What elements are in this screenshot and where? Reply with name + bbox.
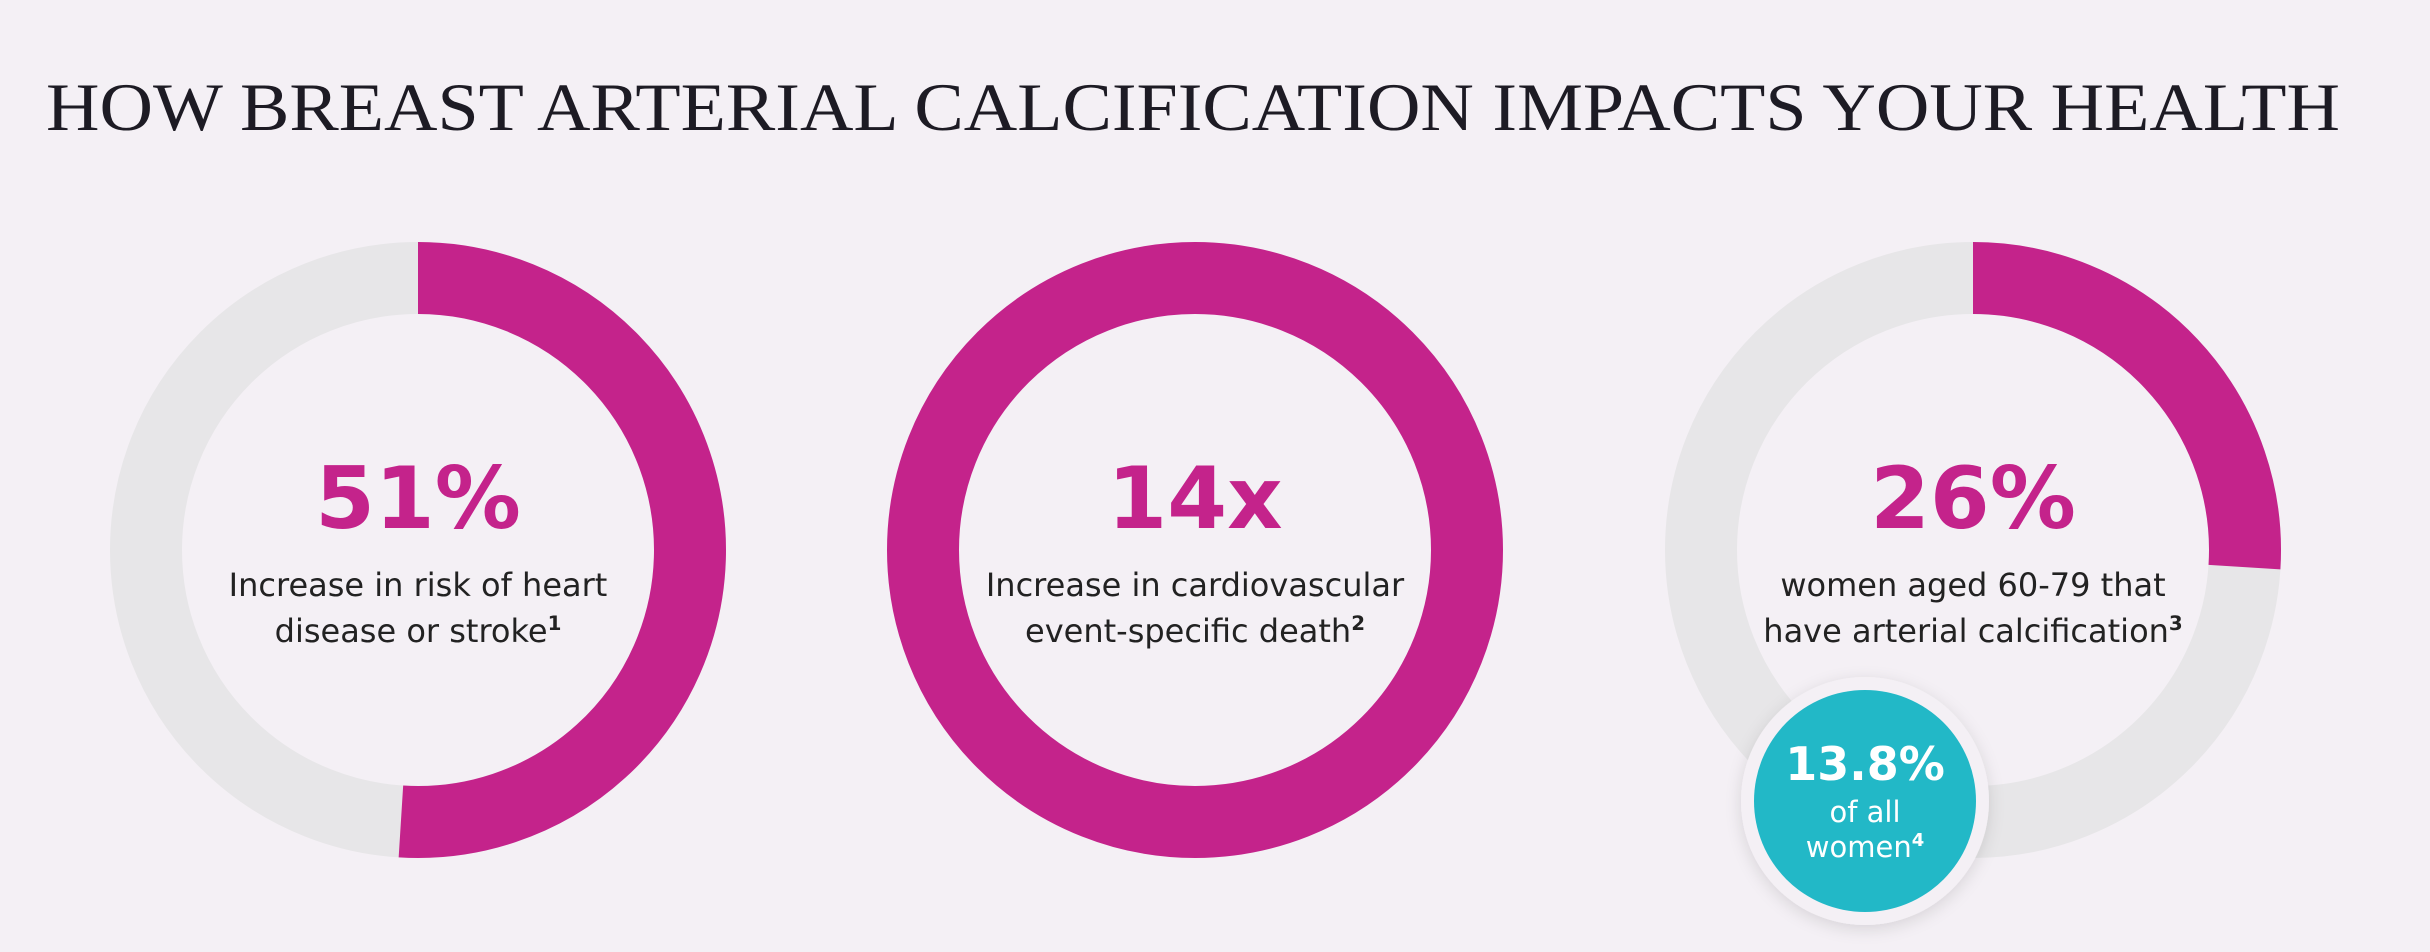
- footnote-marker: 4: [1912, 830, 1925, 851]
- donut-arc: [398, 242, 726, 858]
- description-text: disease or stroke: [275, 612, 548, 650]
- description-line: have arterial calcification3: [1763, 612, 2182, 650]
- description-text: Increase in risk of heart: [229, 566, 608, 604]
- description-line: disease or stroke1: [275, 612, 562, 650]
- description-text: Increase in cardiovascular: [986, 566, 1405, 604]
- callout-value: 13.8%: [1785, 737, 1945, 791]
- donut-arc: [1972, 242, 2281, 570]
- footnote-marker: 3: [2169, 612, 2183, 635]
- footnote-marker: 1: [548, 612, 562, 635]
- description-line: women4: [1806, 830, 1924, 864]
- description-line: of all: [1829, 795, 1900, 829]
- description-text: women: [1806, 830, 1912, 864]
- description-text: have arterial calcification: [1763, 612, 2169, 650]
- description-text: women aged 60-79 that: [1780, 566, 2165, 604]
- description-text: of all: [1829, 795, 1900, 829]
- description-line: Increase in risk of heart: [229, 566, 608, 604]
- description-line: Increase in cardiovascular: [986, 566, 1405, 604]
- footnote-marker: 2: [1351, 612, 1365, 635]
- description-text: event-specific death: [1025, 612, 1351, 650]
- stat-value: 26%: [1870, 449, 2076, 549]
- description-line: event-specific death2: [1025, 612, 1365, 650]
- callout-bubble: [1754, 690, 1976, 912]
- description-line: women aged 60-79 that: [1780, 566, 2165, 604]
- stat-value: 51%: [315, 449, 521, 549]
- stat-value: 14x: [1107, 449, 1282, 549]
- ring: [887, 242, 1503, 858]
- page-title: HOW BREAST ARTERIAL CALCIFICATION IMPACT…: [46, 69, 2340, 145]
